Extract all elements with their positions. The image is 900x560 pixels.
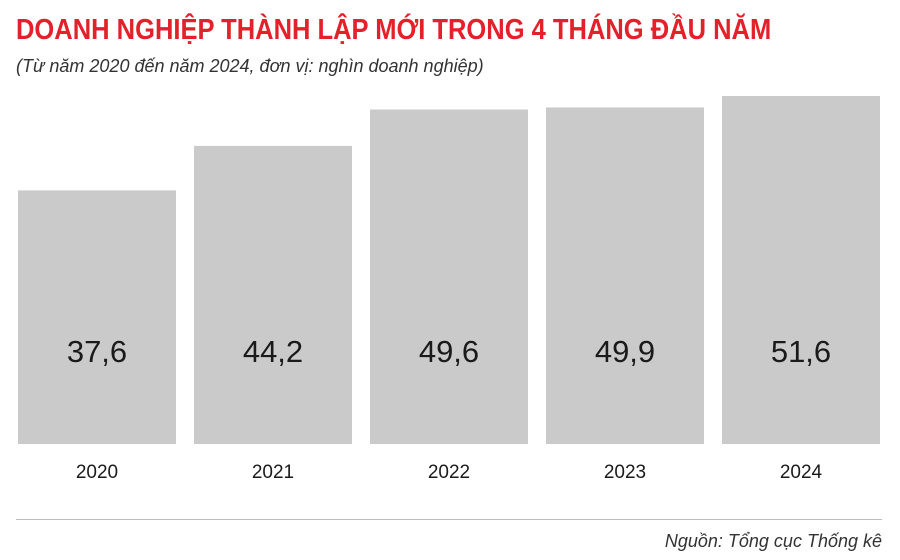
x-tick-label: 2023 xyxy=(604,462,646,483)
source-note: Nguồn: Tổng cục Thống kê xyxy=(664,531,882,551)
bar-value-label: 51,6 xyxy=(771,334,831,369)
footer-divider xyxy=(16,519,882,520)
chart-subtitle: (Từ năm 2020 đến năm 2024, đơn vị: nghìn… xyxy=(16,56,484,76)
x-tick-label: 2020 xyxy=(76,462,118,483)
bar-value-label: 49,9 xyxy=(595,334,655,369)
chart-title: DOANH NGHIỆP THÀNH LẬP MỚI TRONG 4 THÁNG… xyxy=(16,14,772,46)
bar-2020 xyxy=(18,190,176,444)
bar-value-label: 44,2 xyxy=(243,334,303,369)
bar-value-label: 37,6 xyxy=(67,334,127,369)
x-tick-label: 2024 xyxy=(780,462,823,483)
bar-2021 xyxy=(194,145,352,444)
bar-2023 xyxy=(546,107,704,444)
bar-value-label: 49,6 xyxy=(419,334,479,369)
x-tick-label: 2021 xyxy=(252,462,294,483)
x-tick-label: 2022 xyxy=(428,462,470,483)
bar-2024 xyxy=(722,96,880,444)
bar-2022 xyxy=(370,109,528,444)
